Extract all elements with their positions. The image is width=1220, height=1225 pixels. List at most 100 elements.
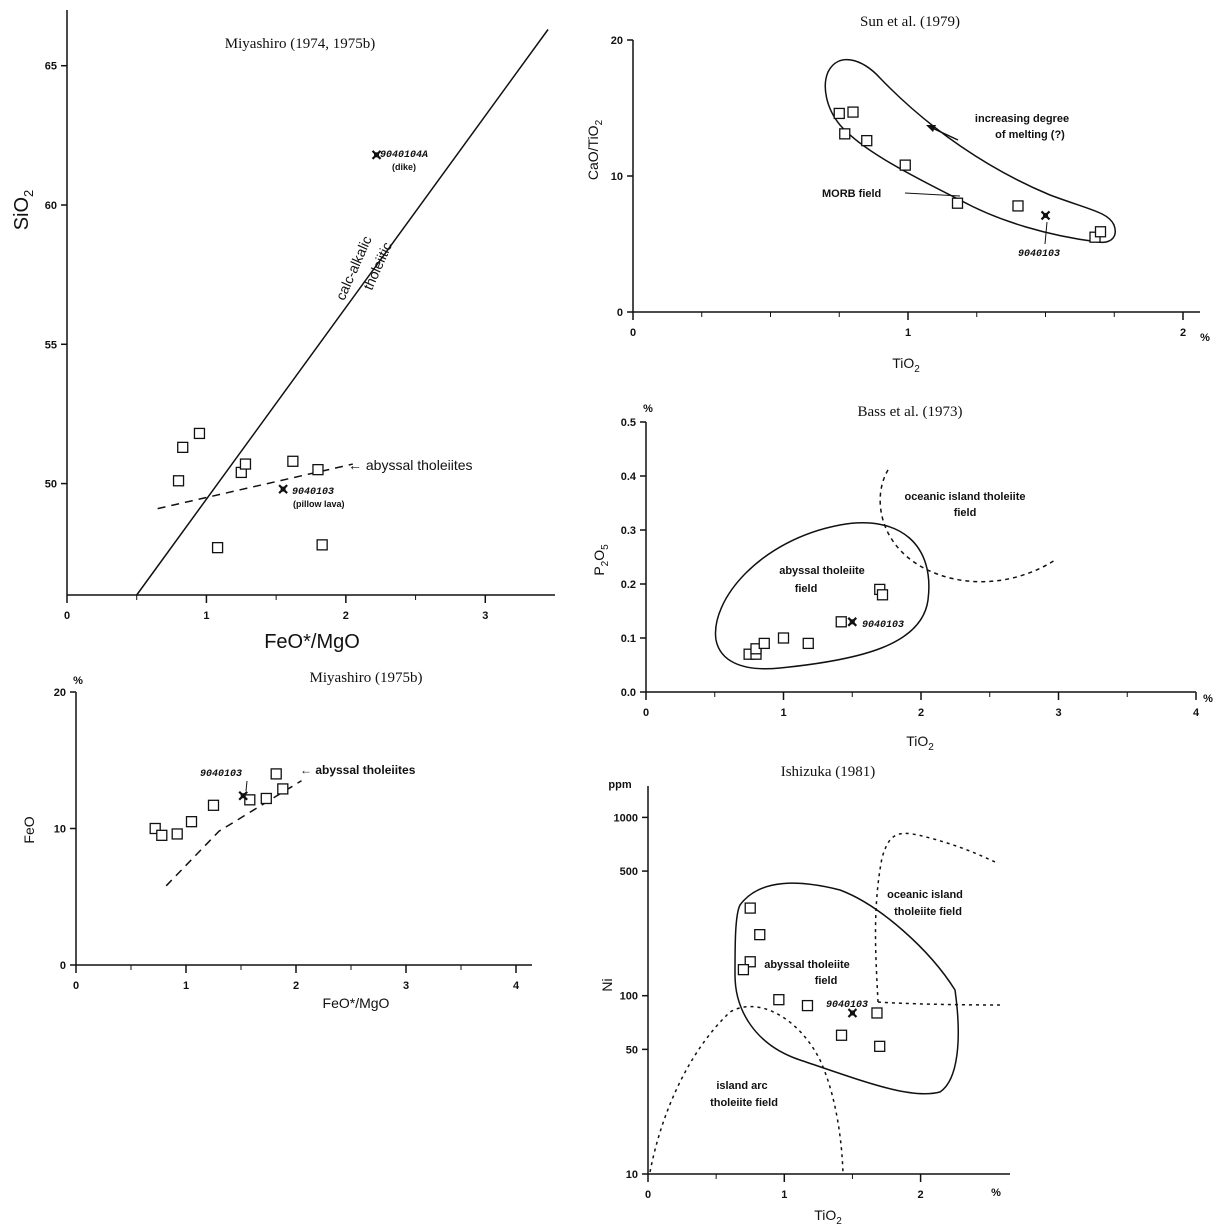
panel-e-arc-label-line2: tholeiite field: [710, 1097, 778, 1109]
abyssal-field-label-line2: field: [795, 583, 818, 595]
x-tick-label: 1: [905, 327, 911, 339]
data-point-square: [951, 197, 964, 209]
data-point-square: [277, 783, 289, 795]
panel-b-x-unit: %: [1200, 332, 1210, 344]
data-point-square: [861, 134, 873, 147]
panel-e-oceanic-field-lower-edge: [877, 1001, 1001, 1006]
data-point-square: [193, 427, 206, 440]
panel-a-title: Miyashiro (1974, 1975b): [225, 36, 375, 52]
x-tick-label: 3: [482, 610, 488, 622]
y-tick-label: 55: [45, 339, 57, 351]
svg-text:TiO2: TiO2: [892, 355, 920, 375]
y-tick-label: 0.2: [621, 579, 636, 591]
panel-ishizuka-ni: Ishizuka (1981) 10 50 100 500 1000 0 1 2 ppm %…: [599, 764, 1010, 1225]
svg-text:P2O5: P2O5: [591, 544, 611, 576]
data-point-square: [239, 458, 252, 470]
data-point-square: [207, 799, 220, 811]
data-point-square: [758, 637, 770, 650]
data-point-square: [744, 956, 756, 968]
x-tick-label: 3: [1055, 707, 1061, 719]
panel-c-x-unit: %: [1203, 693, 1213, 705]
panel-e-title: Ishizuka (1981): [781, 764, 876, 780]
panel-e-oceanic-field-outline: [874, 832, 996, 1003]
data-point-square: [874, 1040, 886, 1052]
y-tick-label: 0.5: [621, 417, 636, 429]
panel-b-sample-label: 9040103: [1018, 249, 1060, 260]
y-tick-label: 50: [626, 1044, 638, 1056]
data-point-square: [773, 994, 785, 1006]
panel-e-x-unit: %: [991, 1187, 1001, 1199]
x-tick-label: 4: [1193, 707, 1200, 719]
panel-a-y-axis-label: SiO2: [11, 190, 36, 231]
data-point-square: [312, 463, 324, 476]
y-tick-label: 100: [620, 991, 638, 1003]
data-point-sample: [847, 1008, 858, 1018]
panel-c-y-axis-label: P2O5: [591, 544, 611, 576]
y-tick-label: 65: [45, 61, 57, 73]
x-tick-label: 1: [781, 1189, 787, 1201]
morb-field-outline: [824, 58, 1116, 244]
y-tick-label: 0.3: [621, 525, 636, 537]
calc-alkalic-tholeiitic-divider: [136, 29, 549, 596]
panel-d-title: Miyashiro (1975b): [310, 670, 423, 686]
melting-arrow: [929, 126, 959, 141]
data-point-sample: [371, 150, 382, 160]
panel-d-y-axis-label: FeO: [21, 816, 37, 843]
panel-c-title: Bass et al. (1973): [858, 404, 963, 420]
panel-d-abyssal-label: ← abyssal tholeiites: [300, 763, 416, 777]
data-point-square: [744, 902, 756, 914]
panel-b-x-axis-label: TiO2: [892, 355, 920, 375]
y-tick-label: 1000: [614, 812, 638, 824]
melting-arrowhead: [926, 125, 936, 132]
panel-e-abyssal-field-outline: [734, 882, 959, 1095]
y-tick-label: 20: [611, 35, 623, 47]
abyssal-tholeiites-trend: [157, 463, 353, 510]
oceanic-island-field-outline: [879, 469, 1056, 583]
data-point-square: [270, 768, 282, 780]
dike-label: (dike): [392, 162, 416, 172]
data-point-square: [876, 589, 889, 601]
data-point-square: [149, 822, 161, 835]
morb-leader-line: [904, 192, 961, 197]
panel-e-island-arc-field-outline: [649, 1005, 844, 1175]
panel-e-sample-label: 9040103: [826, 1000, 868, 1011]
data-point-square: [835, 1029, 848, 1041]
x-tick-label: 0: [630, 327, 636, 339]
panel-c-y-unit: %: [643, 403, 653, 415]
panel-e-abyssal-label-line1: abyssal tholeiite: [764, 959, 850, 971]
x-tick-label: 0: [73, 980, 79, 992]
data-point-square: [177, 441, 189, 454]
y-tick-label: 0: [60, 960, 66, 972]
data-point-square: [833, 107, 845, 120]
abyssal-field-label-line1: abyssal tholeiite: [779, 565, 865, 577]
svg-text:CaO/TiO2: CaO/TiO2: [585, 119, 605, 180]
x-tick-label: 4: [513, 980, 520, 992]
data-point-square: [1012, 200, 1024, 212]
panel-e-arc-label-line1: island arc: [716, 1080, 767, 1092]
data-point-square: [839, 128, 851, 140]
svg-text:TiO2: TiO2: [814, 1207, 842, 1225]
x-tick-label: 1: [203, 610, 209, 622]
data-point-square: [1094, 226, 1107, 238]
morb-field-label: MORB field: [822, 188, 881, 200]
data-point-square: [156, 829, 168, 841]
y-tick-label: 10: [626, 1169, 638, 1181]
panel-e-oceanic-label-line1: oceanic island: [887, 889, 963, 901]
data-point-square: [244, 794, 256, 806]
x-tick-label: 0: [645, 1189, 651, 1201]
y-tick-label: 0.0: [621, 687, 636, 699]
data-point-square: [211, 541, 224, 554]
x-tick-label: 1: [780, 707, 786, 719]
x-tick-label: 2: [343, 610, 349, 622]
x-tick-label: 2: [1180, 327, 1186, 339]
data-point-square: [847, 106, 859, 118]
data-point-sample: [238, 790, 248, 801]
data-point-square: [835, 616, 847, 628]
panel-bass-p2o5: Bass et al. (1973) 0.0 0.1 0.2 0.3 0.4 0.5 0 1…: [591, 403, 1213, 753]
abyssal-tholeiite-field-outline: [714, 522, 930, 670]
x-tick-label: 2: [918, 707, 924, 719]
panel-e-abyssal-label-line2: field: [815, 975, 838, 987]
panel-a-x-axis-label: FeO*/MgO: [264, 631, 360, 653]
oceanic-island-label-line1: oceanic island tholeiite: [904, 491, 1025, 503]
